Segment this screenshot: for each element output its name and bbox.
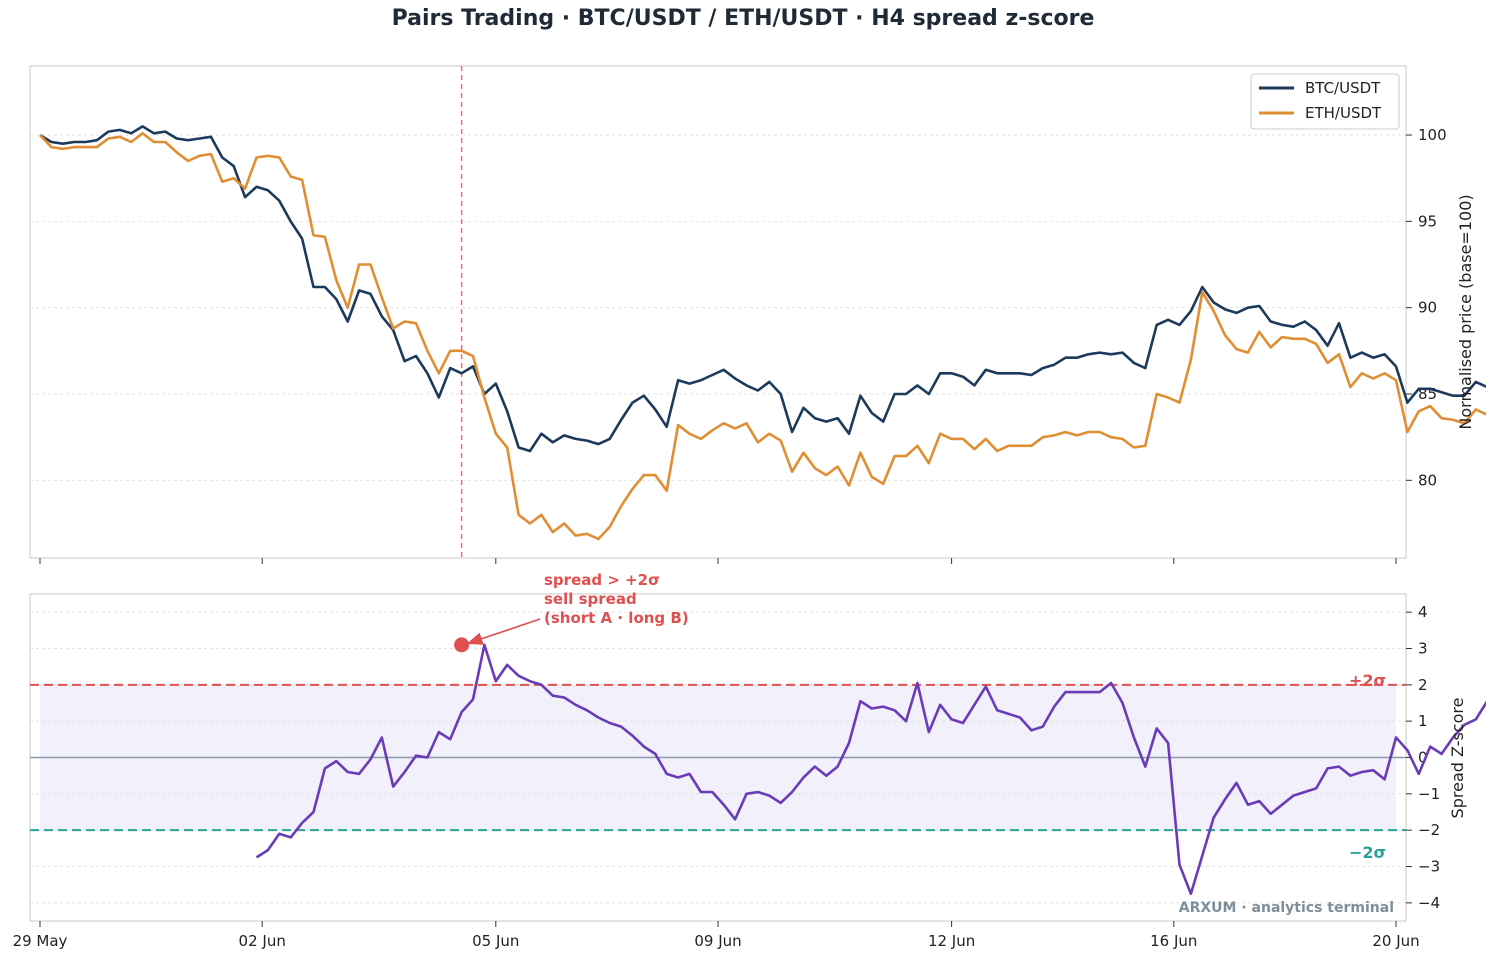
zscore-y-axis-label: Spread Z-score	[1448, 698, 1467, 819]
zscore-tick-label: −4	[1418, 894, 1440, 912]
signal-arrow	[466, 618, 541, 645]
zscore-tick-label: 4	[1418, 603, 1428, 621]
legend-label-btc: BTC/USDT	[1305, 79, 1381, 97]
zscore-tick-label: 3	[1418, 640, 1428, 658]
price-tick-label: 80	[1418, 471, 1437, 489]
zscore-tick-label: −2	[1418, 821, 1440, 839]
watermark: ARXUM · analytics terminal	[1179, 900, 1394, 916]
zscore-line	[255, 643, 1486, 896]
x-tick-label: 16 Jun	[1150, 932, 1197, 950]
x-tick-label: 20 Jun	[1372, 932, 1419, 950]
x-tick-label: 02 Jun	[239, 932, 286, 950]
zscore-tick-label: 2	[1418, 676, 1428, 694]
signal-point	[454, 637, 470, 653]
chart-title: Pairs Trading · BTC/USDT / ETH/USDT · H4…	[391, 6, 1095, 31]
price-tick-label: 90	[1418, 299, 1437, 317]
series-line-btc-usdt	[39, 125, 1486, 453]
series-line-eth-usdt	[39, 132, 1486, 541]
signal-annotation-line-2: sell spread	[544, 590, 637, 608]
legend-label-eth: ETH/USDT	[1305, 104, 1382, 122]
signal-annotation-line-3: (short A · long B)	[544, 609, 689, 627]
zscore-tick-label: 1	[1418, 712, 1428, 730]
price-tick-label: 95	[1418, 212, 1437, 230]
zscore-tick-label: 0	[1418, 749, 1428, 767]
x-tick-label: 29 May	[13, 932, 68, 950]
signal-annotation-line-1: spread > +2σ	[544, 571, 660, 589]
x-tick-label: 09 Jun	[694, 932, 741, 950]
lower-threshold-label: −2σ	[1349, 843, 1386, 862]
zscore-tick-label: −1	[1418, 785, 1440, 803]
price-y-axis-label: Normalised price (base=100)	[1456, 194, 1475, 429]
upper-threshold-label: +2σ	[1349, 671, 1386, 690]
legend: BTC/USDT ETH/USDT	[1250, 73, 1400, 130]
x-tick-label: 05 Jun	[472, 932, 519, 950]
x-tick-label: 12 Jun	[928, 932, 975, 950]
zscore-tick-label: −3	[1418, 858, 1440, 876]
price-tick-label: 100	[1418, 126, 1447, 144]
